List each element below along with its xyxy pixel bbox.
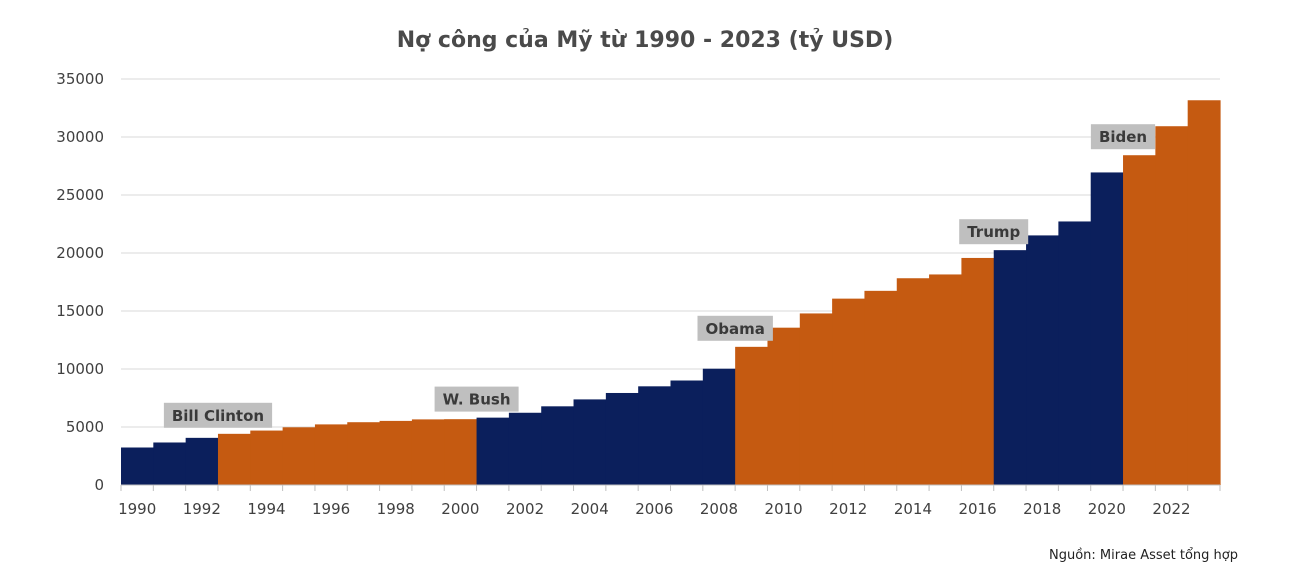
- bars: [121, 100, 1221, 485]
- admin-label: Bill Clinton: [163, 402, 273, 428]
- admin-label-box: [959, 219, 1029, 245]
- admin-label: Trump: [959, 219, 1029, 245]
- bar-2011: [799, 313, 833, 485]
- bar-1999: [411, 419, 445, 485]
- admin-label-text: W. Bush: [443, 391, 511, 409]
- x-tick-label: 2010: [765, 500, 803, 518]
- bar-1990: [121, 447, 154, 485]
- y-tick-label: 30000: [56, 128, 104, 146]
- x-tick-label: 1990: [118, 500, 156, 518]
- x-tick-label: 2020: [1088, 500, 1126, 518]
- bar-2007: [670, 380, 704, 485]
- x-tick-label: 2014: [894, 500, 932, 518]
- x-tick-label: 2000: [441, 500, 479, 518]
- bar-2009: [735, 346, 769, 485]
- y-tick-label: 15000: [56, 302, 104, 320]
- admin-label-box: [697, 315, 773, 341]
- bar-2021: [1123, 155, 1156, 485]
- bar-2015: [929, 274, 963, 485]
- admin-label-text: Biden: [1099, 128, 1147, 146]
- bar-2019: [1058, 221, 1092, 485]
- x-tick-label: 2022: [1152, 500, 1190, 518]
- y-tick-label: 0: [94, 476, 104, 494]
- x-tick-label: 2004: [571, 500, 609, 518]
- bar-1997: [347, 422, 381, 485]
- y-tick-label: 10000: [56, 360, 104, 378]
- bar-1991: [153, 442, 187, 485]
- admin-label-box: [434, 386, 519, 412]
- admin-label-box: [1090, 124, 1156, 150]
- admin-label-box: [163, 402, 273, 428]
- x-tick-label: 1994: [247, 500, 285, 518]
- source-note: Nguồn: Mirae Asset tổng hợp: [1049, 548, 1238, 563]
- x-tick-label: 2008: [700, 500, 738, 518]
- admin-label-text: Trump: [967, 223, 1020, 241]
- chart-title: Nợ công của Mỹ từ 1990 - 2023 (tỷ USD): [397, 28, 894, 53]
- x-tick-label: 1992: [183, 500, 221, 518]
- bar-1992: [185, 437, 219, 485]
- x-tick-label: 1996: [312, 500, 350, 518]
- bar-2001: [476, 417, 510, 485]
- bar-2013: [864, 290, 898, 485]
- bar-2014: [896, 278, 930, 485]
- x-tick-label: 1998: [377, 500, 415, 518]
- bar-2002: [508, 412, 542, 485]
- bar-1996: [314, 424, 348, 485]
- x-tick-label: 2002: [506, 500, 544, 518]
- y-tick-label: 35000: [56, 70, 104, 88]
- bar-2000: [444, 419, 478, 485]
- bar-2006: [638, 386, 672, 485]
- x-tick-label: 2018: [1023, 500, 1061, 518]
- y-tick-label: 20000: [56, 244, 104, 262]
- admin-label-text: Bill Clinton: [172, 407, 264, 425]
- axes: 0 5000 10000 15000 20000 25000 30000 35000 1990 1…: [56, 70, 1221, 518]
- x-tick-label: 2016: [958, 500, 996, 518]
- admin-label-text: Obama: [705, 320, 764, 338]
- bar-2005: [605, 392, 639, 485]
- annotations: Bill Clinton W. Bush Obama Trump Biden: [163, 124, 1156, 428]
- bar-2017: [993, 250, 1027, 485]
- bar-2012: [832, 298, 866, 485]
- bar-2016: [961, 257, 995, 485]
- x-tick-label: 2006: [635, 500, 673, 518]
- bar-2003: [541, 406, 575, 485]
- bar-2023: [1187, 100, 1221, 485]
- bar-2008: [702, 368, 736, 485]
- bar-2010: [767, 327, 801, 485]
- bar-2018: [1026, 235, 1059, 485]
- y-tick-label: 5000: [66, 418, 104, 436]
- bar-1993: [217, 433, 251, 485]
- bar-1994: [250, 430, 284, 485]
- bar-2004: [573, 399, 607, 485]
- y-tick-label: 25000: [56, 186, 104, 204]
- bar-2020: [1090, 172, 1124, 485]
- bar-2022: [1155, 126, 1189, 485]
- admin-label: Biden: [1090, 124, 1156, 150]
- admin-label: Obama: [697, 315, 773, 341]
- admin-label: W. Bush: [434, 386, 519, 412]
- bar-1995: [282, 427, 316, 485]
- gridlines: [121, 78, 1220, 486]
- x-tick-label: 2012: [829, 500, 867, 518]
- bar-1998: [379, 420, 413, 485]
